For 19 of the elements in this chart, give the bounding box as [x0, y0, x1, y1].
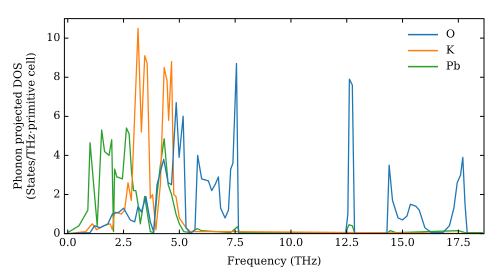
legend-label: K [446, 43, 455, 56]
y-tick-label: 2 [53, 187, 60, 200]
x-tick-label: 10.0 [278, 236, 304, 250]
y-tick-label: 4 [53, 148, 60, 162]
y-tick-label: 0 [53, 226, 60, 240]
x-tick-label: 15.0 [390, 236, 415, 250]
legend-label: O [446, 27, 456, 40]
x-tick-label: 5.0 [170, 236, 188, 250]
y-tick-label: 8 [53, 70, 60, 84]
x-tick-label: 2.5 [114, 236, 132, 250]
x-tick-label: 17.5 [446, 236, 471, 250]
x-tick-label: 12.5 [334, 236, 359, 250]
legend-label: Pb [446, 59, 460, 72]
x-axis-title: Frequency (THz) [227, 254, 322, 268]
x-tick-label: 0.0 [58, 236, 76, 250]
y-tick-label: 10 [46, 31, 60, 44]
x-tick-label: 7.5 [226, 236, 244, 250]
y-tick-label: 6 [53, 109, 60, 122]
y-axis-title: Phonon projected DOS (States/THz·primitive cell) [11, 52, 38, 200]
